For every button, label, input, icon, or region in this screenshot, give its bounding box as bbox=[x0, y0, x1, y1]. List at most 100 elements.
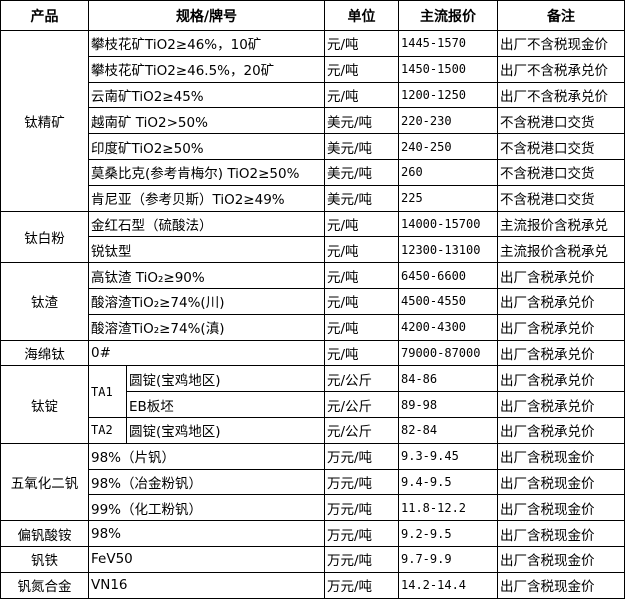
price-cell: 240-250 bbox=[398, 133, 498, 160]
unit-cell: 元/公斤 bbox=[324, 416, 399, 444]
product-cell: 钛渣 bbox=[0, 262, 89, 341]
product-cell: 钒氮合金 bbox=[0, 571, 89, 599]
note-cell: 出厂含税现金价 bbox=[497, 494, 625, 522]
table-row: EB板坯 元/公斤 89-98 出厂含税承兑价 bbox=[1, 391, 625, 418]
spec-cell: 肯尼亚（参考贝斯）TiO2≥49% bbox=[88, 184, 325, 212]
price-cell: 79000-87000 bbox=[398, 339, 498, 367]
note-cell: 出厂含税承兑价 bbox=[497, 313, 625, 341]
unit-cell: 万元/吨 bbox=[324, 494, 399, 522]
grade-cell: TA2 bbox=[88, 416, 127, 444]
price-cell: 4500-4550 bbox=[398, 287, 498, 315]
unit-cell: 元/吨 bbox=[324, 55, 399, 83]
price-cell: 225 bbox=[398, 184, 498, 212]
unit-cell: 万元/吨 bbox=[324, 442, 399, 470]
table-row: 钛渣 高钛渣 TiO₂≥90% 元/吨 6450-6600 出厂含税承兑价 bbox=[0, 262, 625, 341]
unit-cell: 美元/吨 bbox=[324, 158, 399, 186]
spec-cell: VN16 bbox=[88, 571, 325, 599]
note-cell: 主流报价含税承兑 bbox=[497, 236, 625, 264]
unit-cell: 美元/吨 bbox=[324, 107, 399, 135]
note-cell: 主流报价含税承兑 bbox=[497, 210, 625, 238]
price-cell: 89-98 bbox=[398, 391, 498, 418]
unit-cell: 元/吨 bbox=[324, 339, 399, 367]
note-cell: 出厂含税承兑价 bbox=[497, 365, 625, 393]
spec-cell: 高钛渣 TiO₂≥90% bbox=[88, 262, 325, 289]
note-cell: 出厂含税现金价 bbox=[497, 520, 625, 547]
table-row: 肯尼亚（参考贝斯）TiO2≥49% 美元/吨 225 不含税港口交货 bbox=[1, 184, 625, 212]
table-row: 海绵钛 0# 元/吨 79000-87000 出厂含税承兑价 bbox=[0, 339, 625, 367]
unit-cell: 元/吨 bbox=[324, 210, 399, 238]
price-cell: 1200-1250 bbox=[398, 81, 498, 109]
note-cell: 出厂含税承兑价 bbox=[497, 416, 625, 444]
price-cell: 6450-6600 bbox=[398, 262, 498, 289]
unit-cell: 元/公斤 bbox=[324, 365, 399, 393]
price-cell: 12300-13100 bbox=[398, 236, 498, 264]
table-row: 钒铁 FeV50 万元/吨 9.7-9.9 出厂含税现金价 bbox=[0, 545, 625, 573]
spec-cell: 锐钛型 bbox=[88, 236, 325, 264]
spec-cell: 98%（冶金粉钒） bbox=[88, 468, 325, 496]
table-row: 钛锭 TA1 圆锭(宝鸡地区) 元/公斤 84-86 出厂含税承兑价 bbox=[0, 365, 625, 444]
header-price: 主流报价 bbox=[398, 0, 498, 31]
spec-cell: 0# bbox=[88, 339, 325, 367]
table-row: 酸溶渣TiO₂≥74%(滇) 元/吨 4200-4300 出厂含税承兑价 bbox=[1, 313, 625, 341]
table-row: 锐钛型 元/吨 12300-13100 主流报价含税承兑 bbox=[1, 236, 625, 264]
table-row: 莫桑比克(参考肯梅尔) TiO2≥50% 美元/吨 260 不含税港口交货 bbox=[1, 158, 625, 186]
spec-cell: 云南矿TiO2≥45% bbox=[88, 81, 325, 109]
unit-cell: 元/吨 bbox=[324, 81, 399, 109]
product-cell: 海绵钛 bbox=[0, 339, 89, 367]
note-cell: 不含税港口交货 bbox=[497, 158, 625, 186]
price-cell: 9.2-9.5 bbox=[398, 520, 498, 547]
header-row: 产品 规格/牌号 单位 主流报价 备注 bbox=[0, 0, 625, 31]
table-row: 99%（化工粉钒） 万元/吨 11.8-12.2 出厂含税现金价 bbox=[1, 494, 625, 522]
spec-cell: 印度矿TiO2≥50% bbox=[88, 133, 325, 160]
spec-cell: 酸溶渣TiO₂≥74%(川) bbox=[88, 287, 325, 315]
price-cell: 1445-1570 bbox=[398, 30, 498, 57]
spec-cell: 攀枝花矿TiO2≥46%，10矿 bbox=[88, 30, 325, 57]
spec-cell: 99%（化工粉钒） bbox=[88, 494, 325, 522]
spec-cell: 98% bbox=[88, 520, 325, 547]
price-cell: 9.3-9.45 bbox=[398, 442, 498, 470]
header-unit: 单位 bbox=[324, 0, 399, 31]
note-cell: 出厂含税承兑价 bbox=[497, 262, 625, 289]
spec-cell: 越南矿 TiO2>50% bbox=[88, 107, 325, 135]
product-cell: 钒铁 bbox=[0, 545, 89, 573]
header-note: 备注 bbox=[497, 0, 625, 31]
table-row: 钒氮合金 VN16 万元/吨 14.2-14.4 出厂含税现金价 bbox=[0, 571, 625, 599]
note-cell: 出厂含税承兑价 bbox=[497, 287, 625, 315]
price-cell: 9.4-9.5 bbox=[398, 468, 498, 496]
note-cell: 不含税港口交货 bbox=[497, 184, 625, 212]
spec-cell: 98%（片钒） bbox=[88, 442, 325, 470]
note-cell: 出厂含税现金价 bbox=[497, 571, 625, 599]
note-cell: 不含税港口交货 bbox=[497, 107, 625, 135]
product-cell: 偏钒酸铵 bbox=[0, 520, 89, 547]
price-cell: 11.8-12.2 bbox=[398, 494, 498, 522]
note-cell: 出厂含税承兑价 bbox=[497, 391, 625, 418]
grade-cell: TA1 bbox=[88, 365, 127, 418]
table-row: 偏钒酸铵 98% 万元/吨 9.2-9.5 出厂含税现金价 bbox=[0, 520, 625, 547]
unit-cell: 元/吨 bbox=[324, 287, 399, 315]
table-row: 五氧化二钒 98%（片钒） 万元/吨 9.3-9.45 出厂含税现金价 bbox=[0, 442, 625, 522]
note-cell: 不含税港口交货 bbox=[497, 133, 625, 160]
note-cell: 出厂不含税现金价 bbox=[497, 30, 625, 57]
price-cell: 220-230 bbox=[398, 107, 498, 135]
price-cell: 4200-4300 bbox=[398, 313, 498, 341]
unit-cell: 元/吨 bbox=[324, 262, 399, 289]
price-cell: 260 bbox=[398, 158, 498, 186]
spec-cell: FeV50 bbox=[88, 545, 325, 573]
unit-cell: 元/公斤 bbox=[324, 391, 399, 418]
unit-cell: 美元/吨 bbox=[324, 184, 399, 212]
spec-cell: 莫桑比克(参考肯梅尔) TiO2≥50% bbox=[88, 158, 325, 186]
price-cell: 82-84 bbox=[398, 416, 498, 444]
price-cell: 1450-1500 bbox=[398, 55, 498, 83]
product-cell: 钛白粉 bbox=[0, 210, 89, 264]
unit-cell: 万元/吨 bbox=[324, 545, 399, 573]
table-row: 云南矿TiO2≥45% 元/吨 1200-1250 出厂不含税承兑价 bbox=[1, 81, 625, 109]
header-spec: 规格/牌号 bbox=[88, 0, 325, 31]
unit-cell: 美元/吨 bbox=[324, 133, 399, 160]
note-cell: 出厂含税现金价 bbox=[497, 545, 625, 573]
note-cell: 出厂含税承兑价 bbox=[497, 339, 625, 367]
table-row: 越南矿 TiO2>50% 美元/吨 220-230 不含税港口交货 bbox=[1, 107, 625, 135]
table-row: 印度矿TiO2≥50% 美元/吨 240-250 不含税港口交货 bbox=[1, 133, 625, 160]
unit-cell: 万元/吨 bbox=[324, 520, 399, 547]
unit-cell: 万元/吨 bbox=[324, 571, 399, 599]
